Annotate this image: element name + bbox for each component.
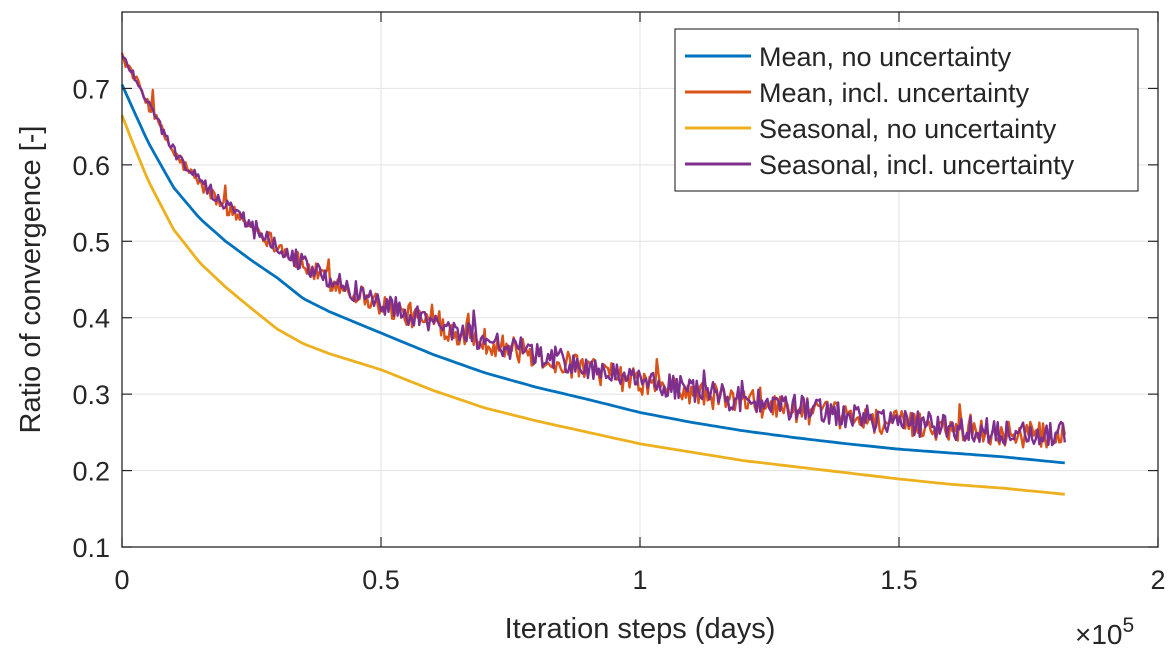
y-tick-label: 0.1 <box>72 533 110 563</box>
series-line-seasonal-incl-uncertainty <box>121 55 1066 447</box>
x-tick-label: 2 <box>1150 565 1165 595</box>
legend: Mean, no uncertainty Mean, incl. uncertai… <box>674 28 1139 192</box>
x-tick-label: 0.5 <box>362 565 400 595</box>
x-axis-label: Iteration steps (days) <box>505 613 776 645</box>
y-tick-label: 0.6 <box>72 151 110 181</box>
y-tick-label: 0.7 <box>72 74 110 104</box>
legend-label: Seasonal, incl. uncertainty <box>759 150 1075 180</box>
legend-label: Mean, incl. uncertainty <box>759 78 1030 108</box>
x-tick-label: 0 <box>114 565 129 595</box>
y-tick-label: 0.3 <box>72 380 110 410</box>
series-layer <box>120 52 1066 496</box>
x-tick-label: 1 <box>632 565 647 595</box>
legend-box <box>674 28 1139 192</box>
tick-layer: 0 0.5 1 1.5 2 0.1 0.2 0.3 0.4 0.5 0.6 0.7 <box>72 12 1166 595</box>
x-tick-label: 1.5 <box>880 565 918 595</box>
x-exponent-base: ×10 <box>1075 619 1123 650</box>
y-axis-label: Ratio of convergence [-] <box>15 126 47 434</box>
y-tick-label: 0.4 <box>72 304 110 334</box>
series-line-mean-no-uncertainty <box>120 84 1065 465</box>
series-line-seasonal-no-uncertainty <box>120 114 1065 496</box>
y-tick-label: 0.5 <box>72 227 110 257</box>
legend-label: Seasonal, no uncertainty <box>759 114 1057 144</box>
legend-items: Mean, no uncertainty Mean, incl. uncertai… <box>685 42 1075 180</box>
y-tick-label: 0.2 <box>72 457 110 487</box>
x-exponent-power: 5 <box>1123 614 1135 637</box>
x-axis-exponent: ×105 <box>1075 614 1134 650</box>
legend-label: Mean, no uncertainty <box>759 42 1012 72</box>
